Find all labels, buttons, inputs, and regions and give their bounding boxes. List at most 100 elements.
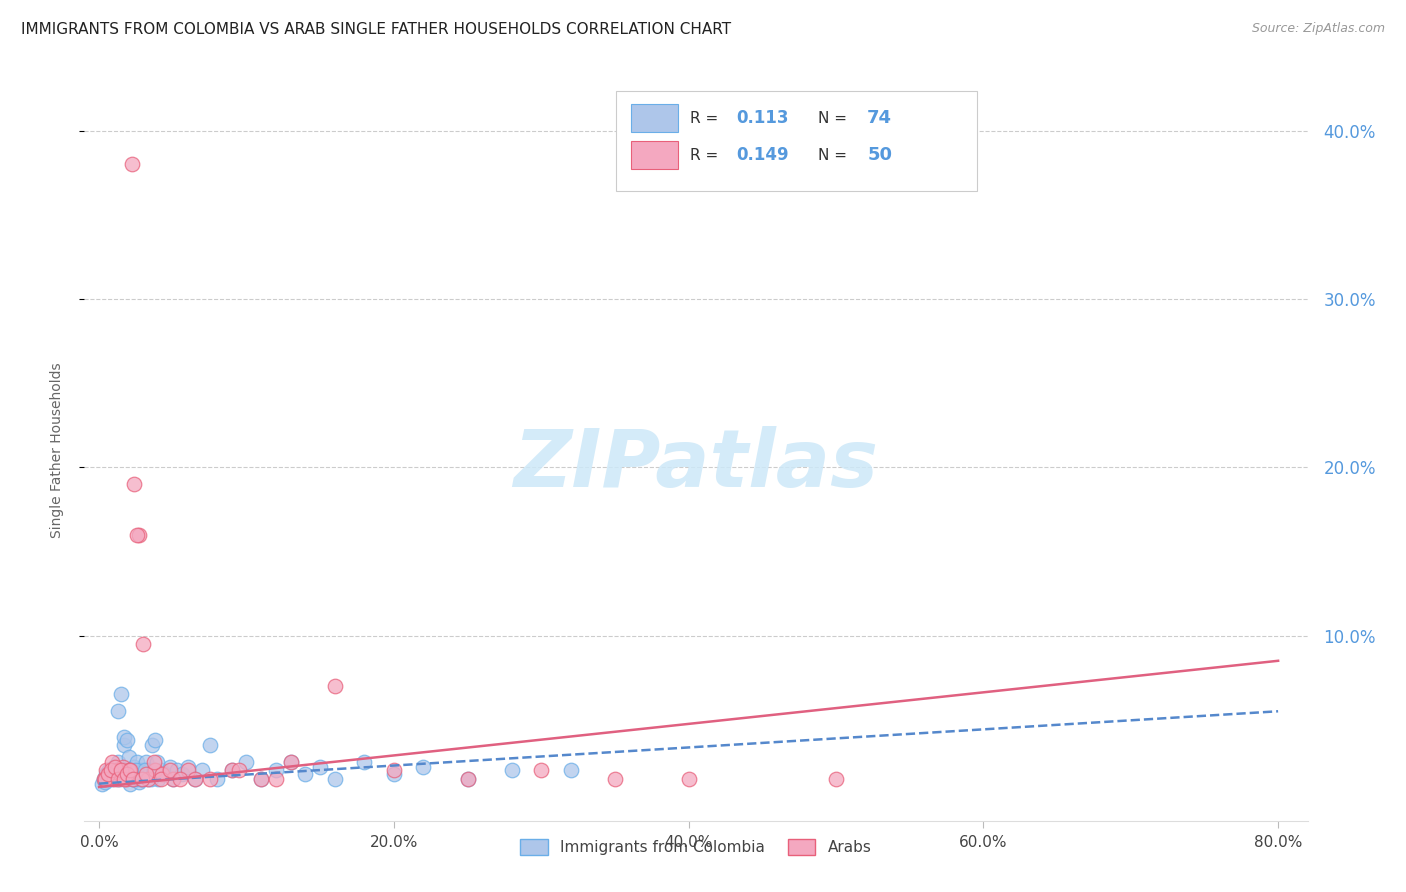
Point xyxy=(112,730,135,744)
Text: 0.149: 0.149 xyxy=(737,146,789,164)
Point xyxy=(104,760,127,774)
Text: ZIPatlas: ZIPatlas xyxy=(513,426,879,504)
Point xyxy=(560,763,582,777)
Point xyxy=(112,772,135,786)
Point xyxy=(501,763,523,777)
Point xyxy=(412,760,434,774)
Point xyxy=(457,772,479,786)
FancyBboxPatch shape xyxy=(631,141,678,169)
Point xyxy=(145,755,167,769)
Point xyxy=(825,772,848,786)
Point xyxy=(131,772,153,786)
Point xyxy=(115,772,138,786)
Point xyxy=(176,760,198,774)
Point xyxy=(110,763,132,777)
Point xyxy=(294,766,316,780)
Point xyxy=(152,766,174,780)
Point xyxy=(166,763,188,777)
Point xyxy=(139,772,162,786)
Point xyxy=(107,755,129,769)
Point xyxy=(93,772,115,786)
Point xyxy=(100,763,122,777)
Point xyxy=(280,755,302,769)
Point xyxy=(115,732,138,747)
Point xyxy=(103,772,125,786)
Point xyxy=(94,772,117,786)
Point xyxy=(184,772,207,786)
Point xyxy=(353,755,375,769)
Text: 74: 74 xyxy=(868,109,893,127)
Point xyxy=(136,772,159,786)
Point xyxy=(108,772,131,786)
Point xyxy=(162,772,184,786)
Point xyxy=(101,755,124,769)
Point xyxy=(382,763,405,777)
Point xyxy=(117,749,139,764)
Point xyxy=(127,527,149,541)
Point xyxy=(155,766,177,780)
Point xyxy=(191,763,214,777)
Point xyxy=(264,772,287,786)
Point xyxy=(138,763,160,777)
Point xyxy=(141,738,163,752)
Point xyxy=(98,766,121,780)
Point xyxy=(108,766,131,780)
Point xyxy=(97,772,120,786)
Point xyxy=(603,772,626,786)
Point xyxy=(136,772,159,786)
Text: N =: N = xyxy=(818,147,852,162)
Point xyxy=(124,760,146,774)
Point xyxy=(122,772,145,786)
Point xyxy=(128,527,150,541)
Point xyxy=(382,766,405,780)
Point xyxy=(115,766,138,780)
Text: R =: R = xyxy=(690,111,723,126)
Point xyxy=(142,755,165,769)
Point xyxy=(250,772,273,786)
Point xyxy=(114,763,136,777)
Text: N =: N = xyxy=(818,111,852,126)
Point xyxy=(103,760,125,774)
Point xyxy=(111,766,134,780)
Point xyxy=(117,763,139,777)
Text: 0.113: 0.113 xyxy=(737,109,789,127)
Point xyxy=(122,772,145,786)
Point xyxy=(280,755,302,769)
Point xyxy=(105,772,128,786)
Point xyxy=(121,763,143,777)
Point xyxy=(221,763,243,777)
Text: 50: 50 xyxy=(868,146,893,164)
Point xyxy=(159,760,181,774)
Point xyxy=(105,763,128,777)
Point xyxy=(169,772,191,786)
Point xyxy=(134,763,156,777)
Point xyxy=(135,766,157,780)
Point xyxy=(107,772,129,786)
Point xyxy=(323,679,346,693)
Point xyxy=(530,763,553,777)
Point xyxy=(150,772,173,786)
Text: R =: R = xyxy=(690,147,723,162)
Point xyxy=(159,763,181,777)
Point xyxy=(135,755,157,769)
Point xyxy=(143,732,166,747)
Point xyxy=(127,755,149,769)
Point xyxy=(107,704,129,718)
Point xyxy=(101,772,124,786)
Point xyxy=(170,766,193,780)
Legend: Immigrants from Colombia, Arabs: Immigrants from Colombia, Arabs xyxy=(515,833,877,861)
Point xyxy=(112,738,135,752)
Text: Source: ZipAtlas.com: Source: ZipAtlas.com xyxy=(1251,22,1385,36)
Point xyxy=(125,766,148,780)
Point xyxy=(323,772,346,786)
Point xyxy=(162,772,184,786)
Point xyxy=(184,772,207,786)
Point xyxy=(128,775,150,789)
Point xyxy=(100,766,122,780)
Point xyxy=(457,772,479,786)
Point xyxy=(198,772,221,786)
Point xyxy=(132,637,155,651)
Point xyxy=(93,772,115,786)
FancyBboxPatch shape xyxy=(616,91,977,191)
Point xyxy=(121,157,143,171)
